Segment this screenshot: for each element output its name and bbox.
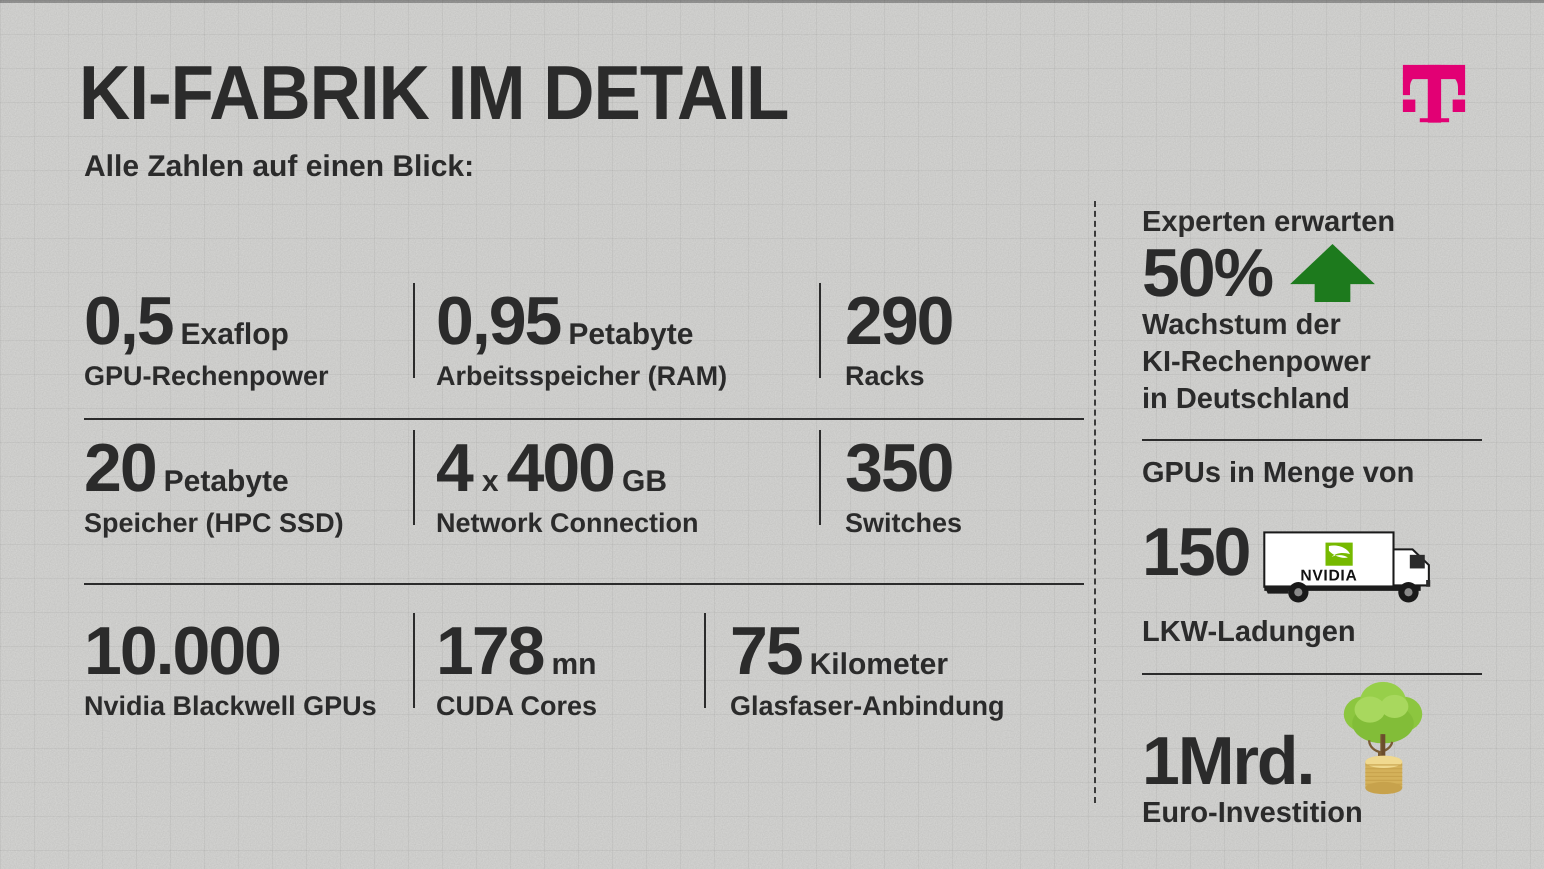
svg-text:NVIDIA: NVIDIA [1301,567,1358,585]
